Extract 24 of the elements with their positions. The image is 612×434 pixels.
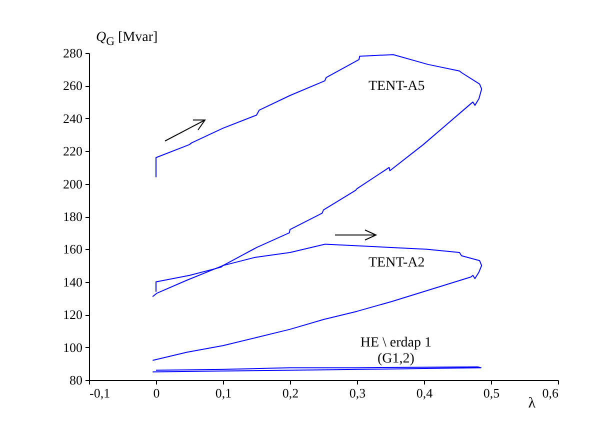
- x-tick-label: 0,4: [416, 386, 434, 400]
- x-tick-label: 0,2: [282, 386, 299, 400]
- series-label: TENT-A5: [368, 78, 425, 94]
- y-tick-label: 180: [63, 209, 82, 224]
- x-tick-label: 0: [153, 386, 160, 400]
- y-tick-label: 120: [63, 307, 82, 322]
- series-label: TENT-A2: [368, 256, 425, 271]
- x-tick-label: 0,3: [349, 386, 366, 400]
- y-tick-label: 160: [63, 242, 82, 257]
- y-tick-label: 240: [63, 110, 82, 126]
- y-tick-label: 140: [63, 274, 82, 290]
- series-label: HE \ erdap 1 (G1,2): [360, 336, 432, 367]
- y-axis-title: Q$_{G}$ [Mvar]: [96, 30, 158, 48]
- x-axis-title: λ: [528, 396, 536, 412]
- y-tick-label: 260: [63, 78, 82, 94]
- y-tick-label: 220: [63, 144, 82, 159]
- x-tick-label: 0,5: [483, 386, 500, 400]
- y-tick-label: 100: [63, 340, 82, 355]
- y-tick-label: 200: [63, 176, 82, 192]
- x-tick-label: -0,1: [90, 386, 110, 400]
- x-tick-label: 0,6: [542, 386, 559, 400]
- y-tick-label: 280: [63, 46, 82, 60]
- y-tick-label: 80: [70, 372, 82, 388]
- x-tick-label: 0,1: [215, 386, 232, 400]
